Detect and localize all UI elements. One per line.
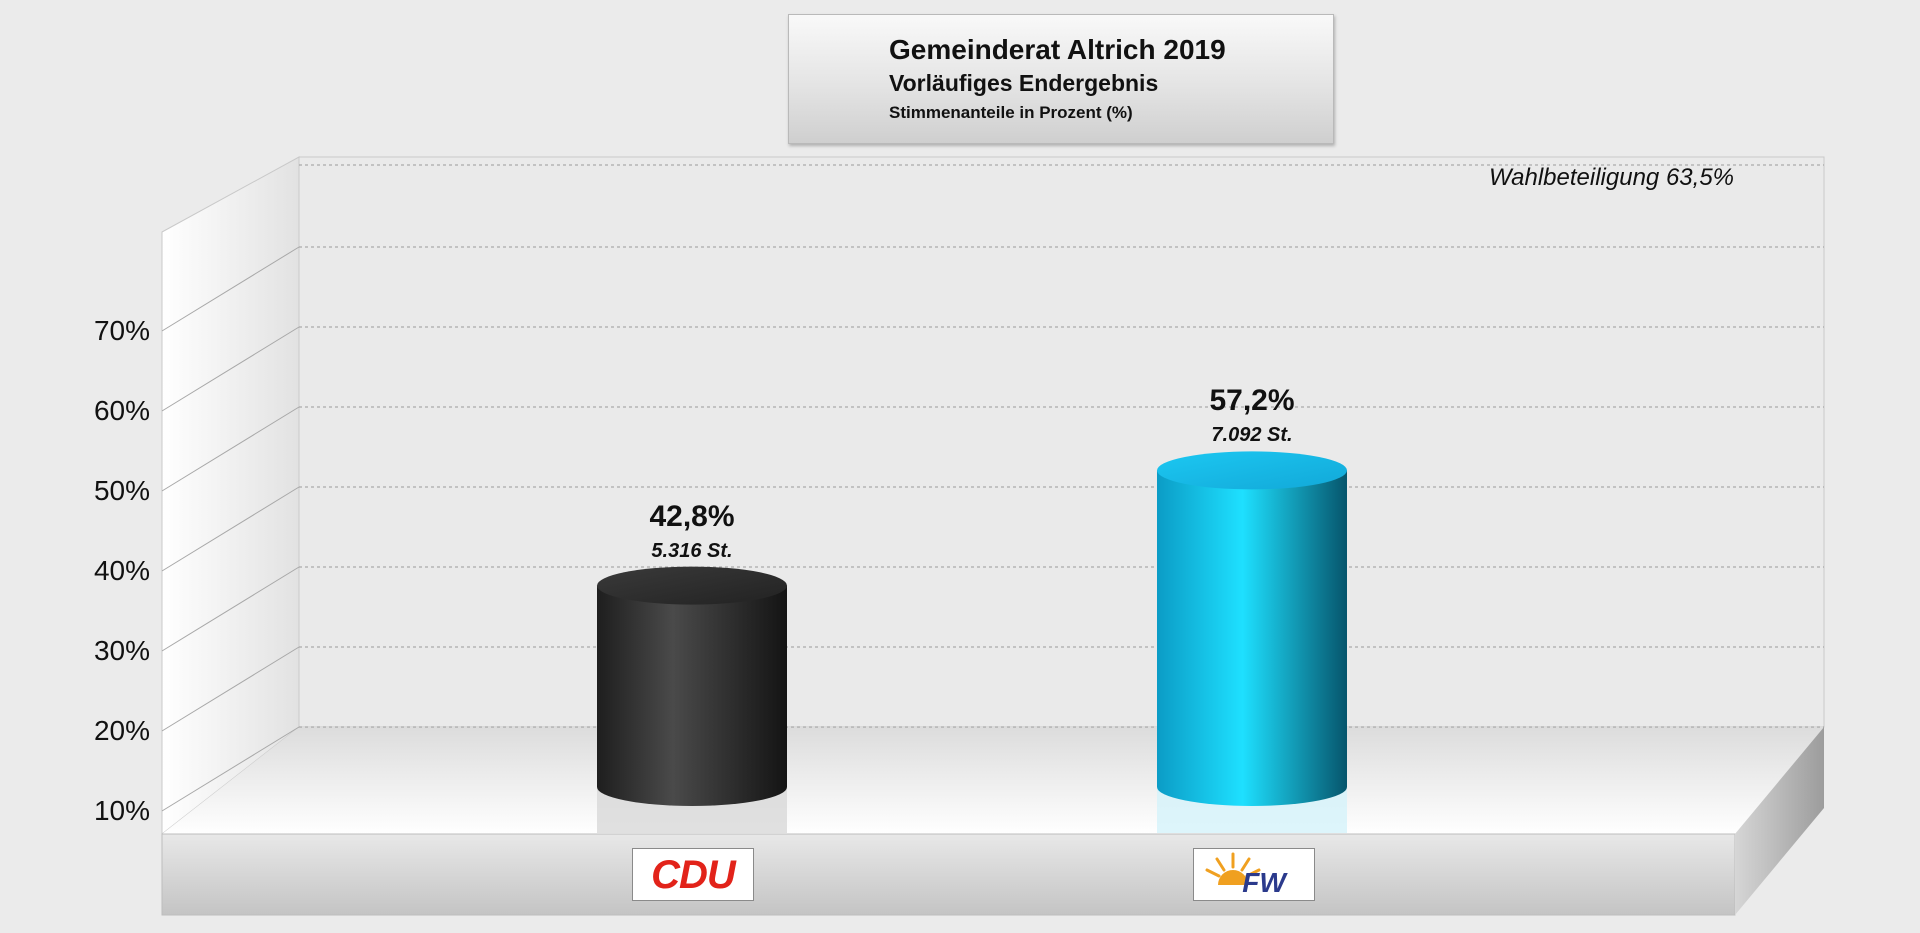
data-label-votes: 7.092 St. bbox=[1211, 424, 1293, 447]
gridline-left-60% bbox=[161, 326, 300, 412]
bar-body bbox=[1157, 470, 1347, 806]
y-tick-label: 10% bbox=[93, 795, 150, 826]
gridline-left-70% bbox=[161, 246, 300, 332]
gridline-left-40% bbox=[161, 486, 300, 572]
page-note: Stimmenanteile in Prozent (%) bbox=[889, 103, 1133, 122]
base-side bbox=[1735, 727, 1824, 915]
fw-logo-text: FW bbox=[1242, 866, 1286, 898]
left-wall bbox=[161, 156, 300, 836]
cdu-logo: CDU bbox=[632, 848, 754, 901]
data-label-percent: 57,2% bbox=[1209, 384, 1295, 418]
gridline-left-10% bbox=[161, 726, 300, 812]
sun-icon bbox=[1205, 852, 1261, 885]
y-tick-label: 70% bbox=[93, 315, 150, 346]
page-title: Gemeinderat Altrich 2019 bbox=[889, 34, 1226, 65]
title-box: Gemeinderat Altrich 2019 Vorläufiges End… bbox=[788, 14, 1334, 144]
y-tick-label: 40% bbox=[93, 555, 150, 586]
y-tick-label: 50% bbox=[93, 475, 150, 506]
base-front bbox=[161, 833, 1736, 916]
bar-top bbox=[1157, 451, 1347, 490]
bar-top bbox=[597, 566, 787, 605]
y-tick-label: 20% bbox=[93, 715, 150, 746]
data-label-votes: 5.316 St. bbox=[651, 539, 733, 562]
cdu-logo-text: CDU bbox=[651, 852, 736, 897]
data-label-percent: 42,8% bbox=[649, 499, 735, 533]
bar-body bbox=[597, 585, 787, 806]
back-wall bbox=[298, 156, 1825, 728]
page-subtitle: Vorläufiges Endergebnis bbox=[889, 70, 1159, 96]
y-tick-label: 30% bbox=[93, 635, 150, 666]
turnout-label: Wahlbeteiligung 63,5% bbox=[1488, 164, 1734, 191]
y-tick-label: 60% bbox=[93, 395, 150, 426]
gridline-left-20% bbox=[161, 646, 300, 732]
gridline-left-50% bbox=[161, 406, 300, 492]
gridline-left-30% bbox=[161, 566, 300, 652]
floor bbox=[162, 727, 1824, 834]
bar-CDU bbox=[597, 566, 787, 833]
fw-logo: FW bbox=[1193, 848, 1315, 901]
bar-FW bbox=[1157, 451, 1347, 833]
